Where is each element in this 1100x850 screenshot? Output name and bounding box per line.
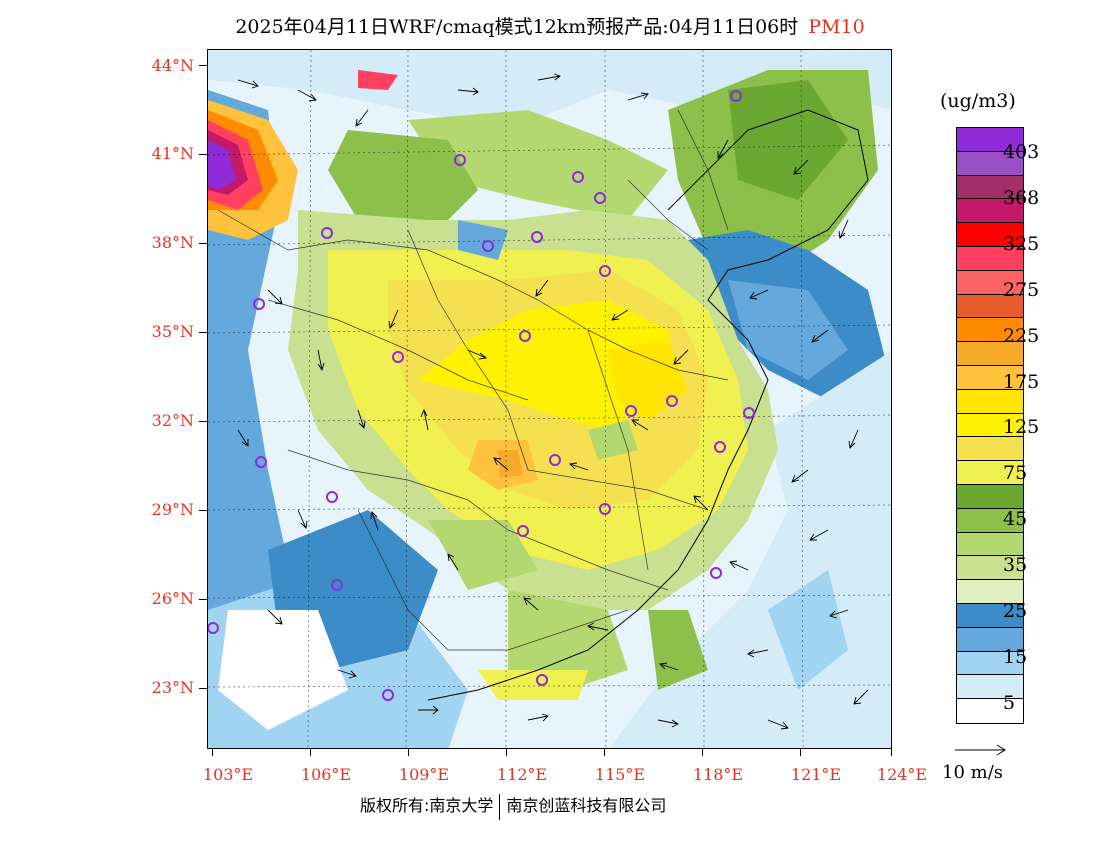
colorbar-segment [957, 699, 1023, 723]
wind-scale-arrow-icon [955, 744, 1006, 756]
lat-label-38: 38°N [151, 233, 194, 252]
copyright-divider [499, 793, 501, 820]
lon-label-106: 106°E [300, 765, 352, 784]
colorbar-segment [957, 389, 1023, 414]
lon-tick [408, 749, 409, 756]
colorbar-segment [957, 651, 1023, 676]
wind-scale-label: 10 m/s [942, 762, 1003, 783]
legend-label-225: 225 [1003, 325, 1040, 347]
legend-unit: (ug/m3) [940, 90, 1016, 112]
pm10-map[interactable] [207, 49, 892, 749]
colorbar-segment [957, 461, 1023, 485]
colorbar-segment [957, 675, 1023, 700]
colorbar-segment [957, 413, 1023, 438]
colorbar-segment [957, 342, 1023, 366]
lon-tick [891, 749, 892, 756]
lon-label-109: 109°E [398, 765, 450, 784]
lat-label-44: 44°N [151, 56, 194, 75]
legend-label-75: 75 [1003, 462, 1028, 484]
lat-tick [199, 510, 207, 511]
colorbar-segment [957, 128, 1023, 152]
legend-label-175: 175 [1003, 371, 1040, 393]
legend-label-368: 368 [1003, 187, 1040, 209]
lat-tick [199, 688, 207, 689]
lat-label-29: 29°N [151, 500, 194, 519]
lon-tick [604, 749, 605, 756]
lon-label-103: 103°E [202, 765, 254, 784]
colorbar-segment [957, 437, 1023, 462]
lat-label-32: 32°N [151, 411, 194, 430]
legend-label-403: 403 [1003, 141, 1040, 163]
product-name: PM10 [808, 16, 865, 38]
colorbar-segment [957, 199, 1023, 224]
lat-label-26: 26°N [151, 589, 194, 608]
legend-label-15: 15 [1003, 646, 1028, 668]
lon-tick [212, 749, 213, 756]
lon-tick [702, 749, 703, 756]
copyright-owner-a: 版权所有:南京大学 [360, 796, 494, 815]
lat-label-41: 41°N [151, 144, 194, 163]
colorbar-segment [957, 365, 1023, 390]
colorbar-segment [957, 294, 1023, 319]
title-text: 2025年04月11日WRF/cmaq模式12km预报产品:04月11日06时 [235, 16, 799, 38]
lat-tick [199, 65, 207, 66]
colorbar-segment [957, 508, 1023, 533]
colorbar-segment [957, 484, 1023, 509]
legend-label-125: 125 [1003, 416, 1040, 438]
lon-label-112: 112°E [496, 765, 548, 784]
lon-tick [310, 749, 311, 756]
lat-label-35: 35°N [151, 322, 194, 341]
colorbar-segment [957, 532, 1023, 557]
legend-label-35: 35 [1003, 554, 1028, 576]
legend-label-5: 5 [1003, 692, 1016, 714]
colorbar-segment [957, 270, 1023, 295]
copyright-owner-b: 南京创蓝科技有限公司 [506, 796, 667, 815]
colorbar-segment [957, 556, 1023, 581]
colorbar-segment [957, 175, 1023, 200]
lat-tick [199, 599, 207, 600]
copyright: 版权所有:南京大学 南京创蓝科技有限公司 [360, 792, 666, 820]
lon-label-115: 115°E [594, 765, 646, 784]
pm10-field [208, 50, 891, 748]
colorbar-segment [957, 151, 1023, 176]
colorbar [956, 127, 1024, 724]
colorbar-segment [957, 223, 1023, 247]
legend-label-275: 275 [1003, 279, 1040, 301]
map-title: 2025年04月11日WRF/cmaq模式12km预报产品:04月11日06时 P… [0, 12, 1100, 39]
colorbar-segment [957, 603, 1023, 628]
legend-label-325: 325 [1003, 233, 1040, 255]
lon-label-121: 121°E [790, 765, 842, 784]
lon-tick [506, 749, 507, 756]
legend-label-45: 45 [1003, 508, 1028, 530]
lat-tick [199, 154, 207, 155]
colorbar-segment [957, 246, 1023, 271]
colorbar-segment [957, 627, 1023, 652]
colorbar-segment [957, 318, 1023, 343]
lon-tick [800, 749, 801, 756]
legend-label-25: 25 [1003, 600, 1028, 622]
lat-tick [199, 421, 207, 422]
colorbar-segment [957, 580, 1023, 604]
lat-tick [199, 332, 207, 333]
lon-label-124: 124°E [876, 765, 928, 784]
lat-tick [199, 243, 207, 244]
lat-label-23: 23°N [151, 678, 194, 697]
lon-label-118: 118°E [692, 765, 744, 784]
